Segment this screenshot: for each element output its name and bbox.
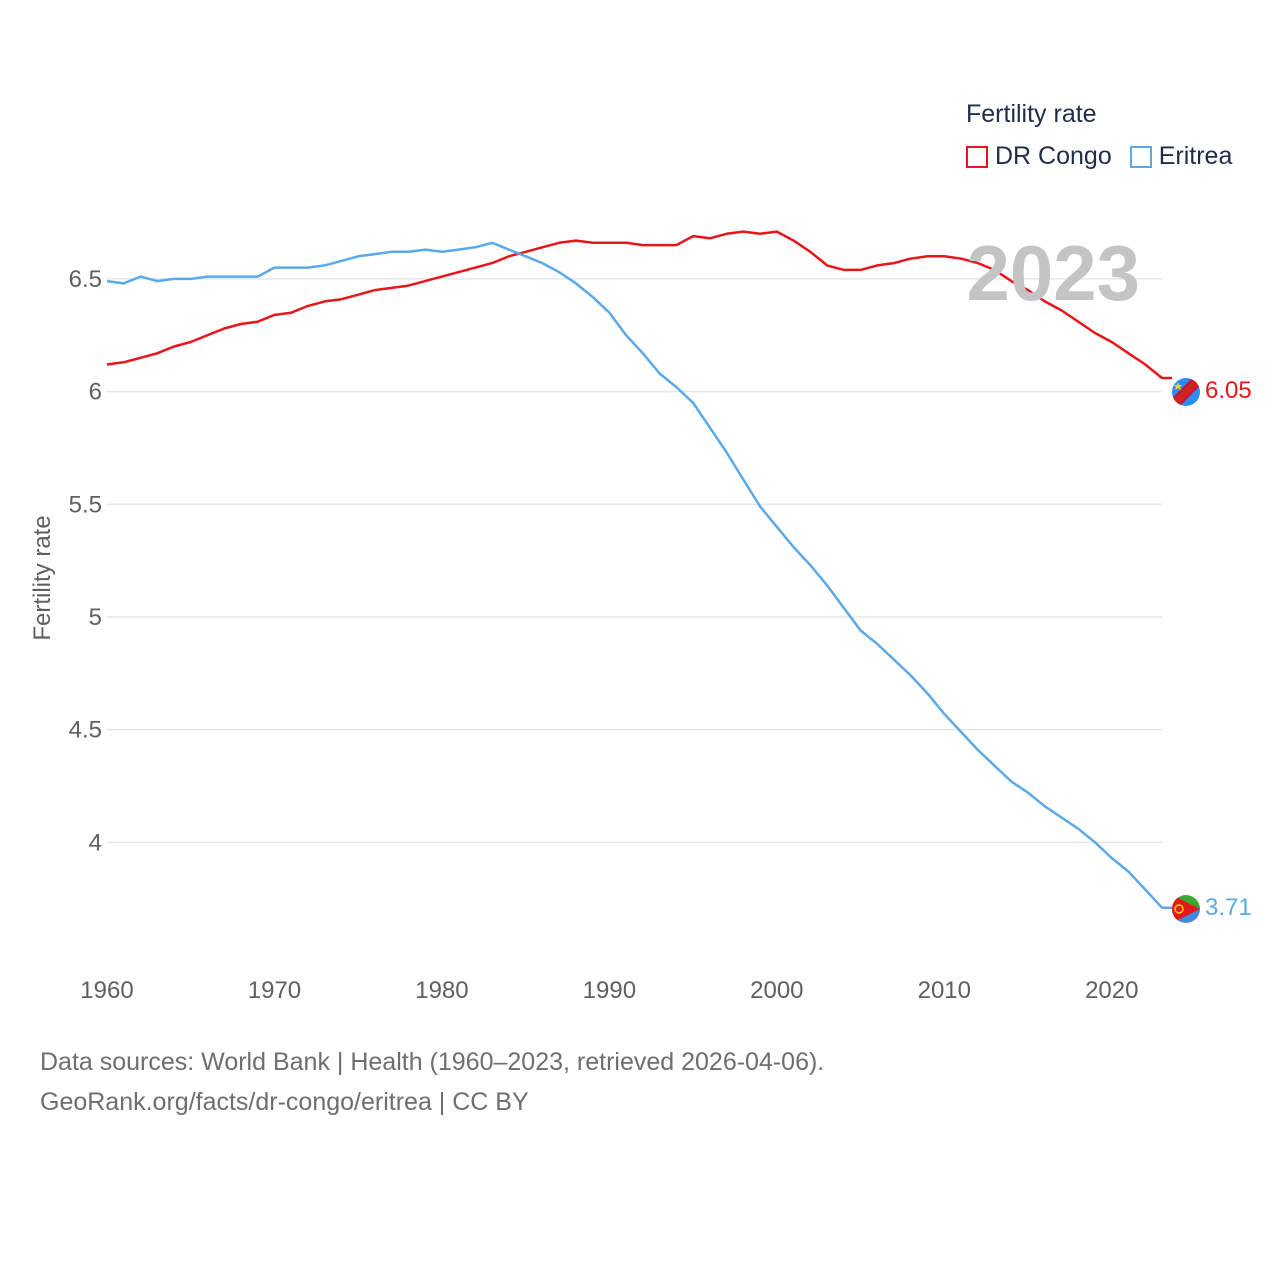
footer: Data sources: World Bank | Health (1960–… (40, 1042, 824, 1122)
y-tick-label: 6 (89, 379, 102, 406)
dr-congo-end-value: 6.05 (1205, 377, 1252, 404)
x-tick-label: 1960 (80, 977, 133, 1004)
legend-label-eritrea: Eritrea (1158, 142, 1233, 170)
x-axis: 1960 1970 1980 1990 2000 2010 2020 (80, 977, 1138, 1004)
legend-label-dr-congo: DR Congo (995, 142, 1112, 170)
legend-item-dr-congo[interactable]: DR Congo (966, 142, 1112, 171)
x-tick-label: 2010 (918, 977, 971, 1004)
year-watermark: 2023 (966, 229, 1140, 317)
data-source-text: Data sources: World Bank | Health (1960–… (40, 1048, 825, 1076)
y-tick-label: 5 (89, 604, 102, 631)
y-tick-label: 4 (89, 829, 102, 856)
x-tick-label: 1980 (415, 977, 468, 1004)
x-tick-label: 1990 (583, 977, 636, 1004)
series-group (106, 230, 1172, 909)
eritrea-flag-icon (1172, 895, 1200, 923)
legend-title: Fertility rate (966, 100, 1097, 128)
legend: DR Congo Eritrea (966, 142, 1250, 171)
x-tick-label: 2020 (1085, 977, 1138, 1004)
series-line-dr-congo (106, 230, 1172, 380)
y-tick-label: 4.5 (69, 717, 102, 744)
gridlines (107, 278, 1162, 844)
y-tick-label: 6.5 (69, 266, 102, 293)
y-axis-title: Fertility rate (29, 515, 56, 640)
legend-item-eritrea[interactable]: Eritrea (1129, 142, 1233, 171)
x-tick-label: 1970 (248, 977, 301, 1004)
y-tick-label: 5.5 (69, 491, 102, 518)
eritrea-end-value: 3.71 (1205, 894, 1252, 921)
x-tick-label: 2000 (750, 977, 803, 1004)
attribution-link[interactable]: GeoRank.org/facts/dr-congo/eritrea | CC … (40, 1088, 529, 1116)
eritrea-swatch (1129, 145, 1152, 168)
dr-congo-swatch (966, 145, 988, 168)
y-axis: 4 4.5 5 5.5 6 6.5 (69, 266, 102, 856)
dr-congo-flag-icon (1172, 378, 1200, 406)
series-line-eritrea (106, 241, 1172, 909)
